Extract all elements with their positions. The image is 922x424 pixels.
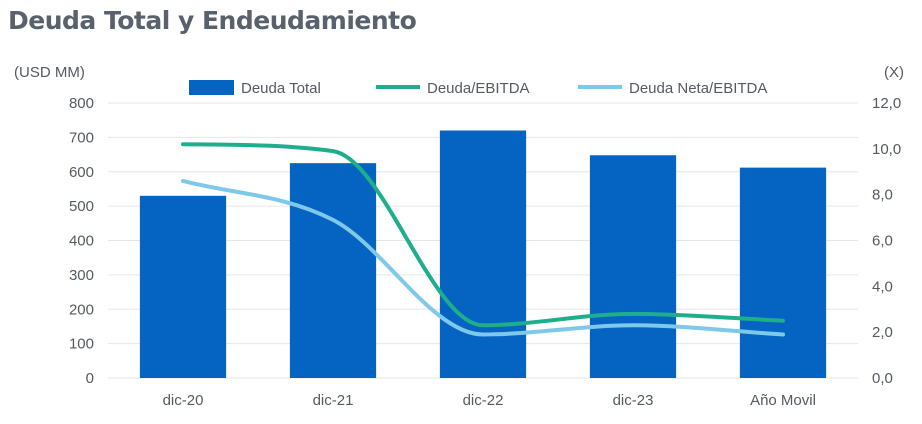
legend-label-deuda-ebitda: Deuda/EBITDA	[427, 80, 530, 97]
right-tick-label: 8,0	[872, 187, 893, 204]
left-axis-ticks: 0 100 200 300 400 500 600 700 800	[69, 95, 94, 387]
line-series-0	[181, 142, 785, 328]
x-tick-label: dic-22	[463, 392, 504, 409]
right-tick-label: 12,0	[872, 95, 901, 112]
bar	[289, 163, 377, 378]
right-axis-ticks: 0,0 2,0 4,0 6,0 8,0 10,0 12,0	[872, 95, 901, 387]
x-tick-label: dic-23	[613, 392, 654, 409]
left-tick-label: 0	[86, 370, 94, 387]
left-axis-title: (USD MM)	[14, 64, 85, 81]
x-axis-ticks: dic-20 dic-21 dic-22 dic-23 Año Movil	[163, 392, 816, 409]
bar	[439, 130, 527, 378]
left-tick-label: 800	[69, 95, 94, 112]
bar	[589, 155, 677, 378]
right-tick-label: 0,0	[872, 370, 893, 387]
legend: Deuda Total Deuda/EBITDA Deuda Neta/EBIT…	[189, 80, 767, 97]
legend-swatch-deuda-total	[189, 80, 234, 95]
line-series	[181, 142, 785, 337]
left-tick-label: 500	[69, 198, 94, 215]
bar-series	[139, 130, 827, 378]
left-tick-label: 300	[69, 267, 94, 284]
right-tick-label: 10,0	[872, 141, 901, 158]
right-tick-label: 6,0	[872, 233, 893, 250]
left-tick-label: 700	[69, 129, 94, 146]
right-tick-label: 4,0	[872, 278, 893, 295]
bar	[739, 167, 827, 378]
bar	[139, 195, 227, 378]
x-tick-label: Año Movil	[750, 392, 816, 409]
left-tick-label: 600	[69, 164, 94, 181]
right-tick-label: 2,0	[872, 324, 893, 341]
x-tick-label: dic-21	[313, 392, 354, 409]
right-axis-title: (X)	[884, 64, 904, 81]
legend-label-deuda-neta-ebitda: Deuda Neta/EBITDA	[629, 80, 767, 97]
left-tick-label: 400	[69, 233, 94, 250]
x-tick-label: dic-20	[163, 392, 204, 409]
chart-title: Deuda Total y Endeudamiento	[8, 6, 417, 35]
left-tick-label: 200	[69, 301, 94, 318]
line-series-1	[181, 178, 785, 337]
left-tick-label: 100	[69, 336, 94, 353]
legend-label-deuda-total: Deuda Total	[241, 80, 321, 97]
